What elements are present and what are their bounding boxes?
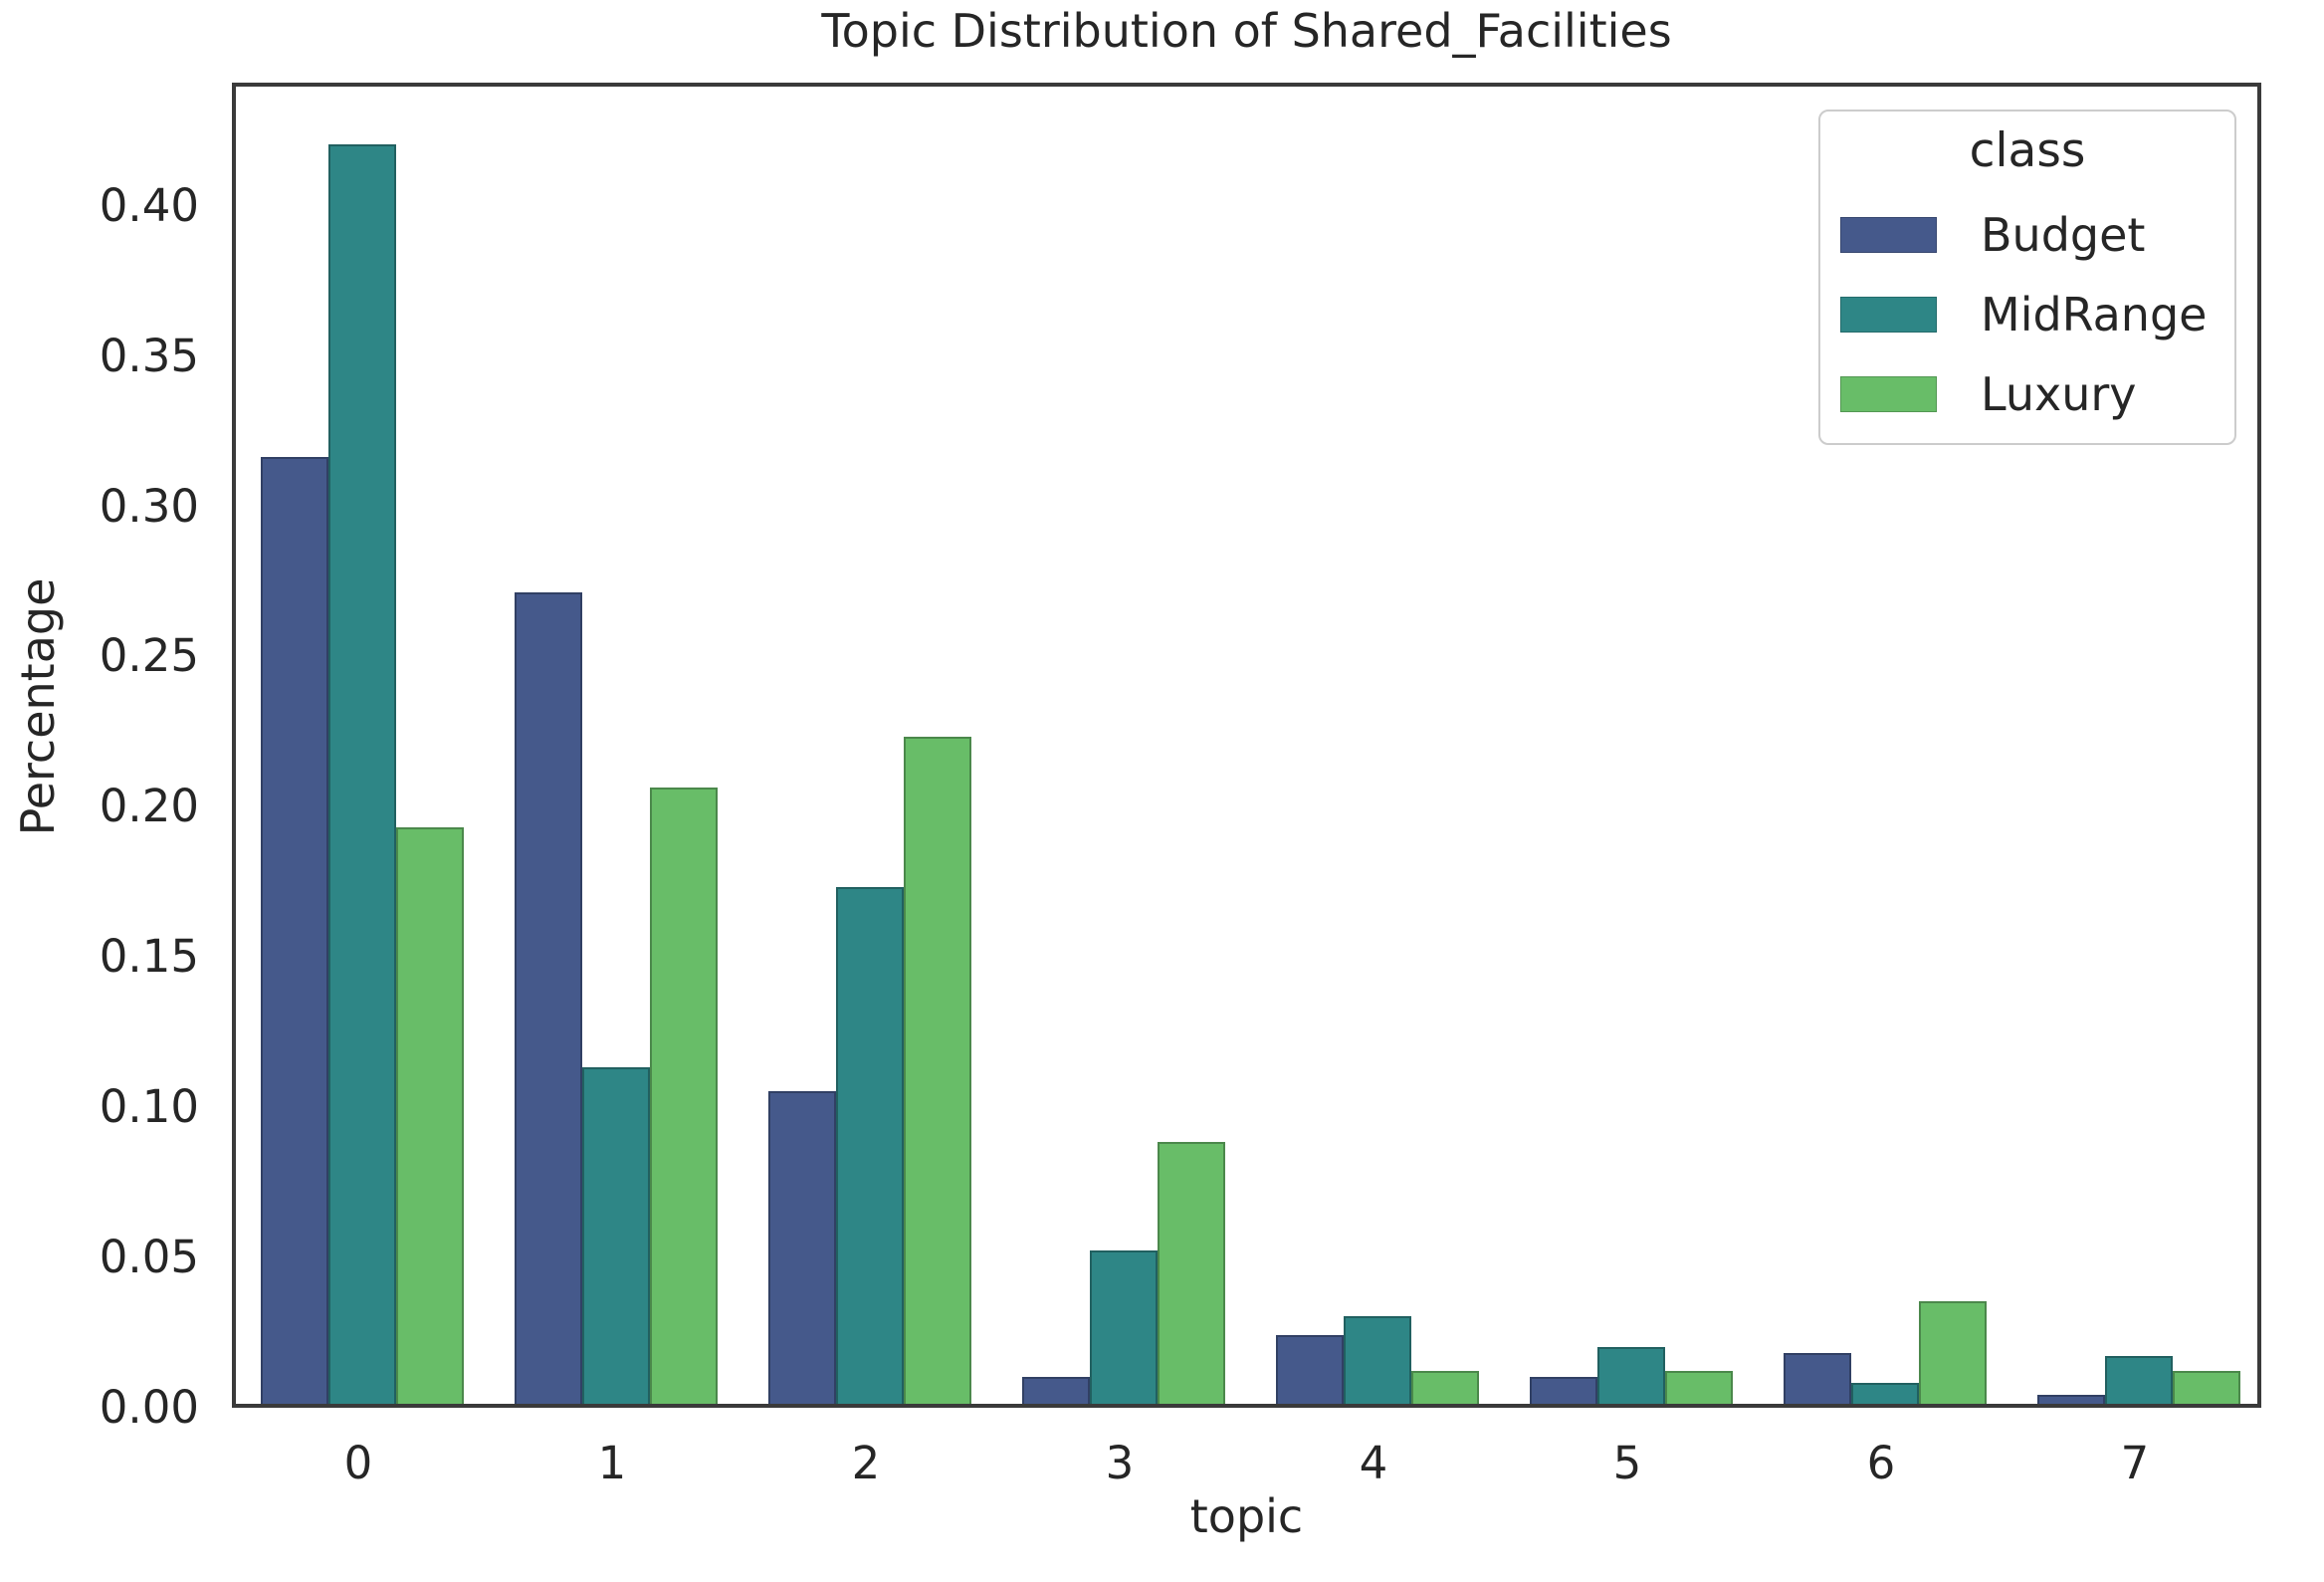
bar-luxury-topic-6 [1919,1301,1987,1404]
legend-swatch-midrange [1840,297,1937,333]
bar-midrange-topic-3 [1090,1250,1158,1404]
bar-budget-topic-7 [2037,1395,2105,1404]
bar-budget-topic-0 [261,457,328,1404]
y-tick-label: 0.15 [99,930,199,983]
bar-midrange-topic-0 [328,144,396,1404]
y-tick-label: 0.20 [99,780,199,832]
legend-row-budget: Budget [1820,195,2234,275]
bar-luxury-topic-5 [1665,1371,1733,1404]
x-axis-label: topic [1189,1489,1304,1543]
x-tick-label: 2 [851,1437,881,1489]
y-tick-label: 0.10 [99,1080,199,1133]
bar-budget-topic-4 [1276,1335,1344,1404]
bar-luxury-topic-3 [1158,1142,1225,1404]
legend-swatch-budget [1840,217,1937,253]
bar-midrange-topic-2 [836,887,904,1404]
bar-luxury-topic-1 [650,788,718,1404]
bar-midrange-topic-6 [1851,1383,1919,1404]
y-tick-label: 0.00 [99,1381,199,1434]
y-tick-label: 0.35 [99,330,199,382]
legend-title: class [1969,123,2086,178]
bar-luxury-topic-4 [1411,1371,1479,1404]
y-tick-label: 0.05 [99,1231,199,1283]
bar-luxury-topic-2 [904,737,971,1404]
legend: class Budget MidRange Luxury [1818,110,2236,445]
bar-budget-topic-1 [515,592,582,1404]
x-tick-label: 0 [343,1437,373,1489]
bar-midrange-topic-5 [1597,1347,1665,1404]
legend-rows: Budget MidRange Luxury [1820,195,2234,434]
y-tick-label: 0.40 [99,179,199,232]
x-tick-label: 4 [1359,1437,1388,1489]
legend-label-luxury: Luxury [1981,367,2137,421]
x-tick-label: 3 [1105,1437,1135,1489]
x-tick-label: 7 [2120,1437,2150,1489]
legend-label-midrange: MidRange [1981,288,2208,341]
legend-row-midrange: MidRange [1820,275,2234,354]
bar-budget-topic-5 [1530,1377,1597,1404]
legend-swatch-luxury [1840,376,1937,412]
x-tick-label: 1 [597,1437,627,1489]
legend-label-budget: Budget [1981,208,2146,262]
bar-midrange-topic-7 [2105,1356,2173,1404]
chart-title: Topic Distribution of Shared_Facilities [821,4,1672,58]
bar-midrange-topic-1 [582,1067,650,1404]
legend-row-luxury: Luxury [1820,354,2234,434]
bar-luxury-topic-7 [2173,1371,2240,1404]
x-tick-label: 5 [1612,1437,1642,1489]
bar-budget-topic-3 [1022,1377,1090,1404]
bar-midrange-topic-4 [1344,1316,1411,1404]
x-tick-label: 6 [1866,1437,1896,1489]
y-tick-label: 0.25 [99,629,199,682]
y-tick-label: 0.30 [99,480,199,533]
bar-luxury-topic-0 [396,827,464,1404]
bar-budget-topic-2 [768,1091,836,1404]
bar-budget-topic-6 [1784,1353,1851,1404]
